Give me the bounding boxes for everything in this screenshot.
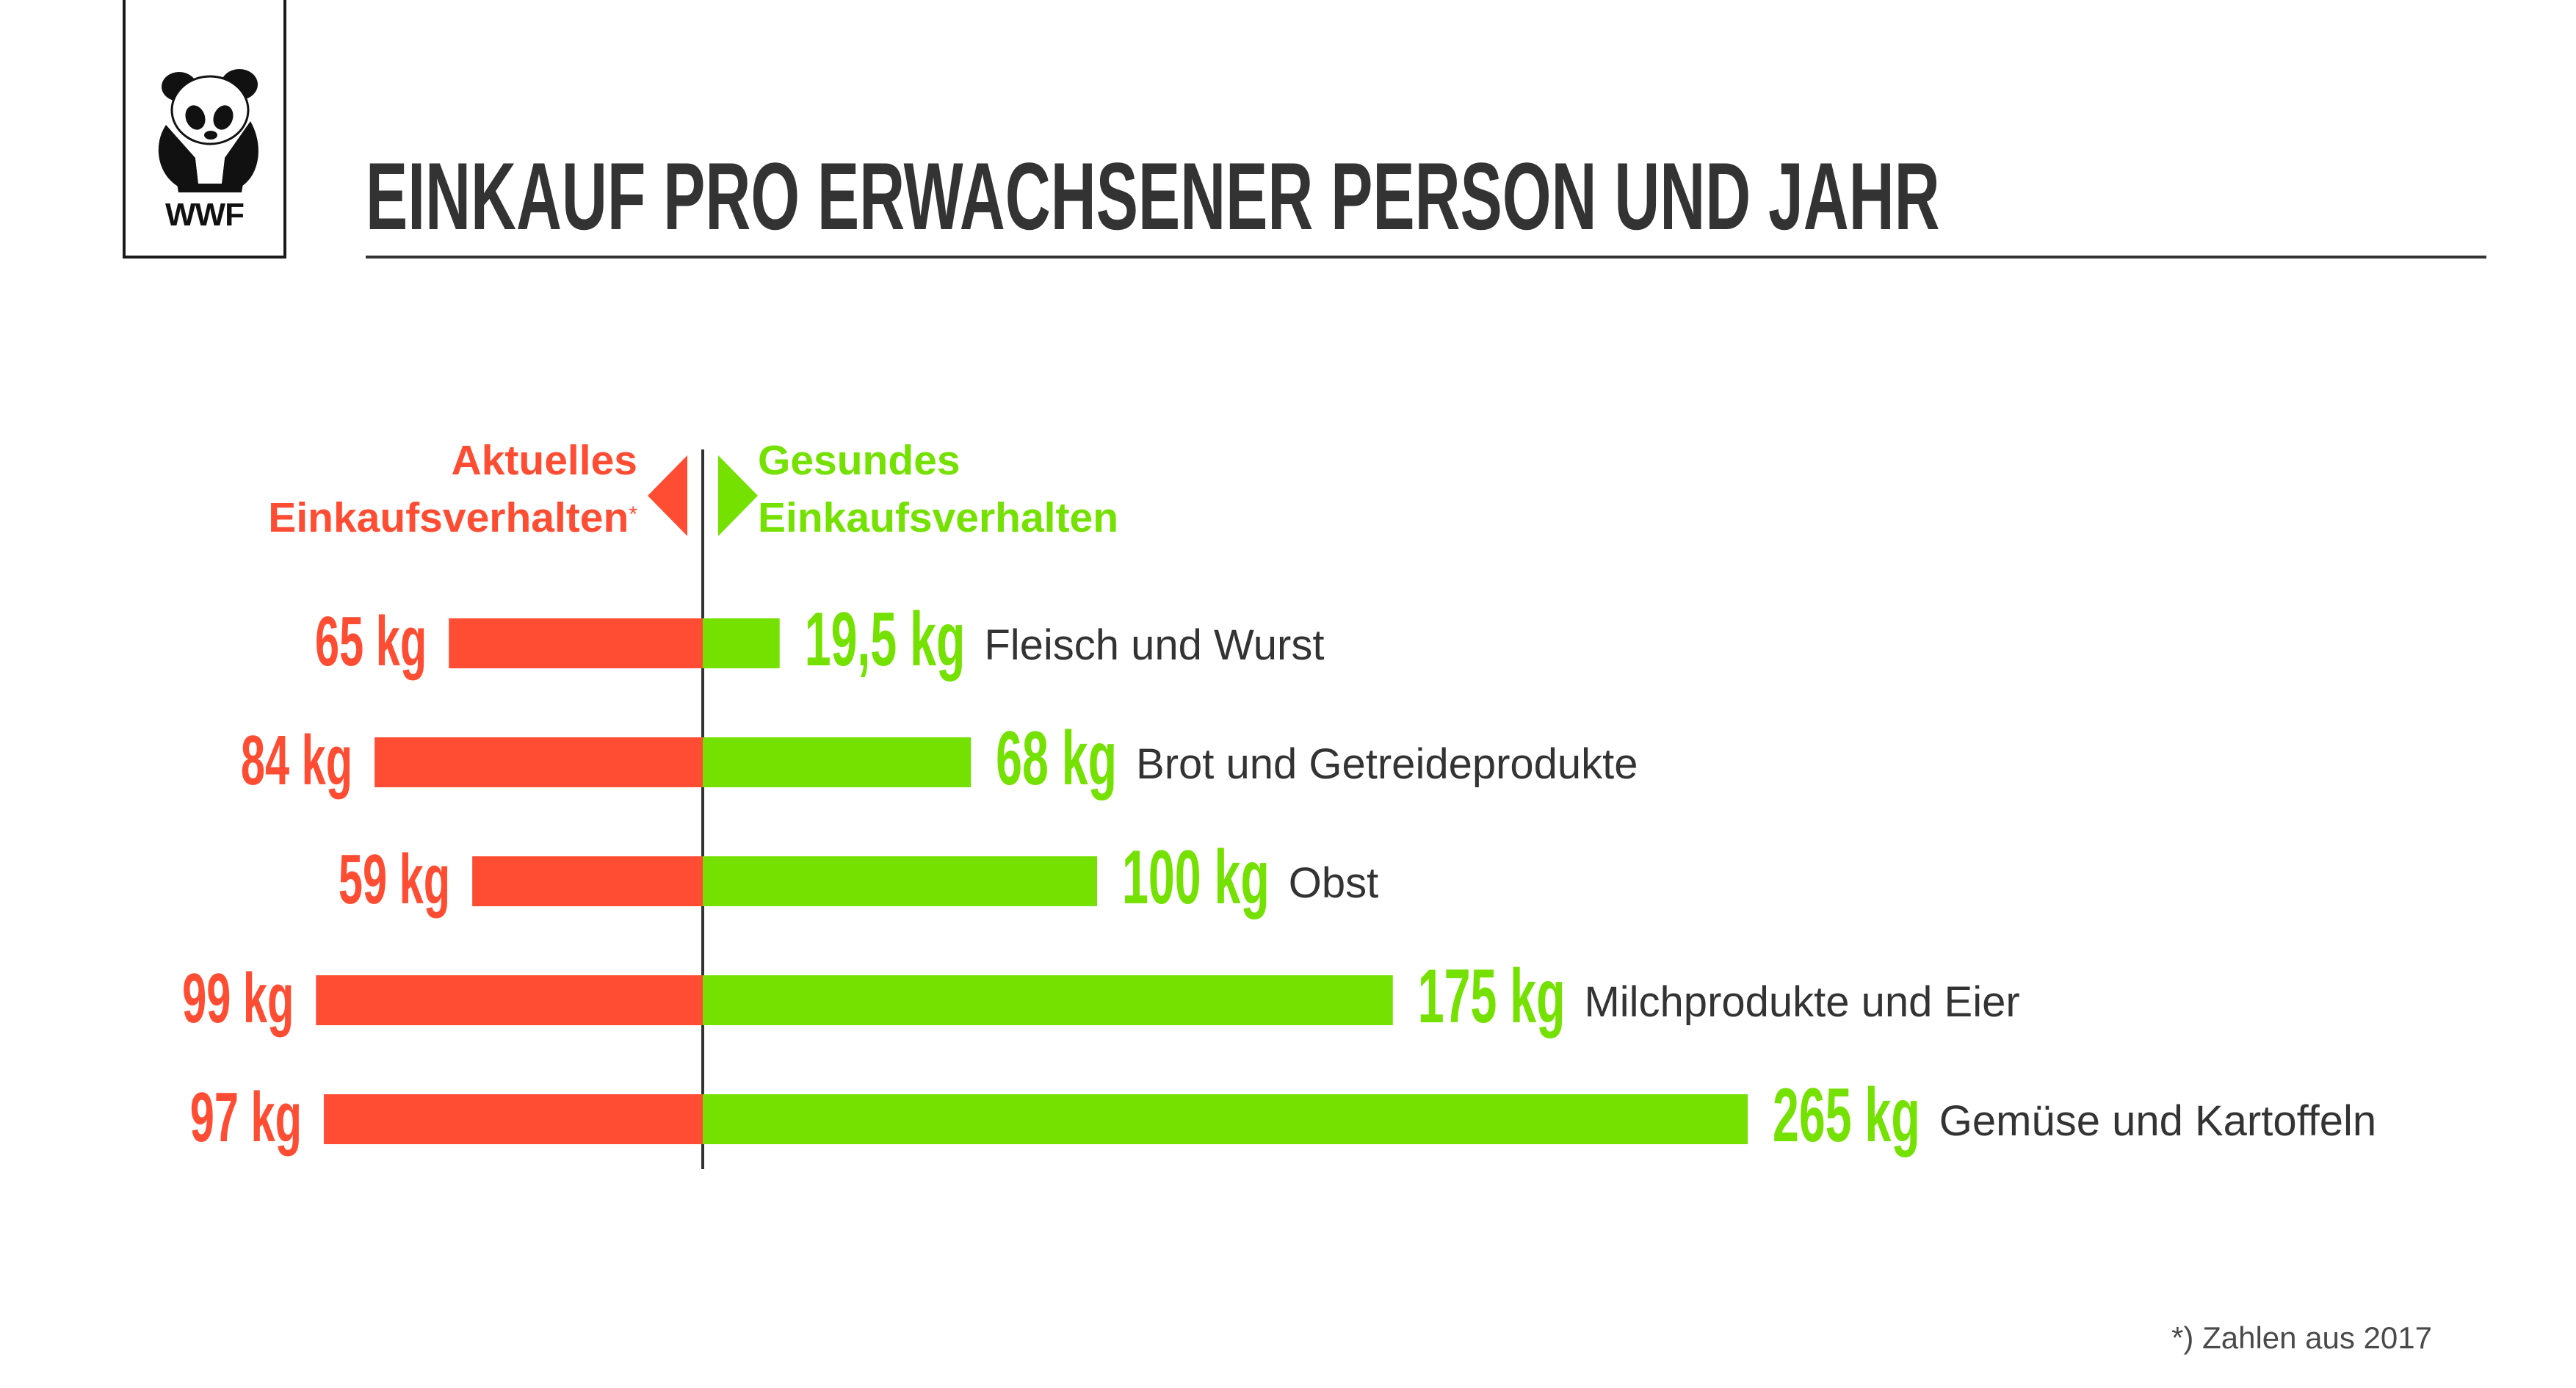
value-label-healthy: 265 kg (1773, 1073, 1920, 1157)
category-label: Obst (1289, 859, 1379, 907)
value-label-current: 84 kg (241, 720, 352, 799)
legend-healthy-line1: Gesundes (758, 437, 960, 484)
wwf-logo: WWF (123, 0, 286, 259)
bar-healthy (703, 856, 1097, 906)
category-label: Milchprodukte und Eier (1584, 978, 2019, 1026)
legend-healthy-line2: Einkaufsverhalten (758, 494, 1119, 541)
bar-healthy (703, 1094, 1748, 1144)
category-label: Gemüse und Kartoffeln (1939, 1097, 2376, 1145)
legend-healthy: Gesundes Einkaufsverhalten (758, 432, 1118, 546)
page-title: EINKAUF PRO ERWACHSENER PERSON UND JAHR (366, 142, 1940, 250)
legend-arrow-right-icon (718, 455, 758, 536)
bar-current (316, 975, 703, 1025)
title-divider (366, 256, 2486, 259)
footnote-marker: * (629, 502, 637, 527)
legend-current: Aktuelles Einkaufsverhalten* (268, 432, 637, 546)
bar-healthy (703, 737, 972, 787)
category-label: Fleisch und Wurst (984, 621, 1324, 669)
footnote: *) Zahlen aus 2017 (2171, 1320, 2432, 1355)
bar-current (449, 618, 703, 668)
bar-current (472, 856, 703, 906)
value-label-current: 97 kg (190, 1077, 302, 1156)
bar-current (375, 737, 703, 787)
bars: 65 kg 19,5 kg Fleisch und Wurst 84 kg 68 kg B… (182, 597, 2376, 1157)
value-label-current: 59 kg (339, 839, 450, 918)
legend-arrow-left-icon (648, 455, 687, 536)
logo-text: WWF (165, 197, 245, 233)
value-label-current: 99 kg (182, 958, 294, 1037)
panda-icon (158, 69, 258, 192)
category-label: Brot und Getreideprodukte (1136, 740, 1638, 788)
legend-current-line1: Aktuelles (451, 437, 637, 484)
value-label-healthy: 175 kg (1418, 954, 1566, 1038)
value-label-current: 65 kg (315, 601, 427, 680)
bar-current (323, 1094, 703, 1144)
value-label-healthy: 68 kg (996, 716, 1117, 800)
value-label-healthy: 19,5 kg (805, 597, 966, 682)
legend-current-line2: Einkaufsverhalten (268, 494, 629, 541)
bar-healthy (703, 975, 1393, 1025)
bar-healthy (703, 618, 780, 668)
value-label-healthy: 100 kg (1122, 835, 1270, 919)
